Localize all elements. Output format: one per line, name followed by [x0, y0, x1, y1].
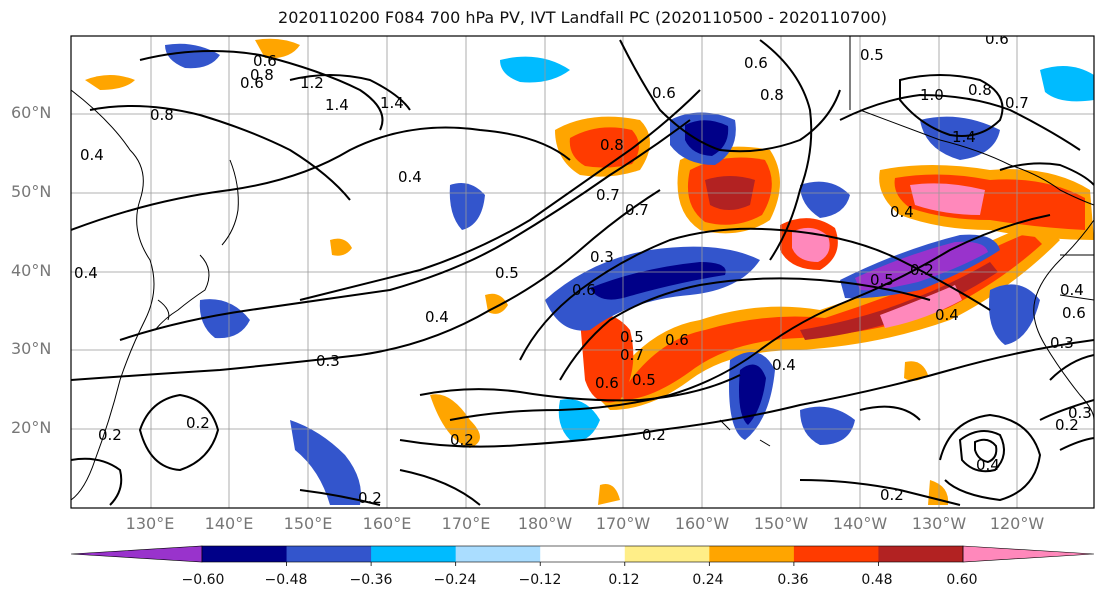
contour-label: 0.5 [620, 328, 644, 346]
contour-label: 0.8 [760, 86, 784, 104]
contour-label: 0.4 [80, 146, 104, 164]
contour-label: 1.4 [380, 94, 404, 112]
colorbar-tick-label: 0.60 [946, 572, 978, 588]
lon-label: 160°W [674, 514, 730, 533]
lon-label: 140°W [832, 514, 888, 533]
map-title: 2020110200 F084 700 hPa PV, IVT Landfall… [278, 8, 887, 27]
colorbar-tick-label: 0.12 [608, 572, 640, 588]
lon-label: 130°E [125, 514, 175, 533]
contour-label: 0.4 [74, 264, 98, 282]
lon-label: 120°W [989, 514, 1045, 533]
colorbar-segment [371, 546, 457, 562]
colorbar-segment [540, 546, 626, 562]
lon-label: 150°W [753, 514, 809, 533]
lon-label: 130°W [911, 514, 967, 533]
contour-label: 0.6 [652, 84, 676, 102]
contour-labels: 0.6 0.6 0.8 1.2 1.4 1.4 0.8 0.4 0.4 0.4 … [74, 30, 1092, 507]
contour-label: 0.8 [968, 81, 992, 99]
lat-label: 60°N [11, 103, 52, 122]
contour-label: 0.6 [985, 30, 1009, 48]
contour-label: 0.6 [572, 281, 596, 299]
colorbar-tick-label: 0.36 [777, 572, 809, 588]
contour-label: 0.2 [358, 489, 382, 507]
contour-label: 0.5 [495, 264, 519, 282]
contour-label: 0.4 [1060, 281, 1084, 299]
contour-label: 0.7 [596, 186, 620, 204]
contour-label: 0.8 [600, 136, 624, 154]
lon-label: 160°E [362, 514, 412, 533]
contour-label: 0.4 [398, 168, 422, 186]
contour-label: 1.0 [920, 86, 944, 104]
contour-label: 0.7 [620, 346, 644, 364]
contour-label: 0.4 [772, 356, 796, 374]
colorbar-tick-label: −0.60 [181, 572, 225, 588]
contour-label: 0.5 [860, 46, 884, 64]
colorbar-tick-label: −0.48 [264, 572, 308, 588]
colorbar-segment [709, 546, 795, 562]
contour-label: 0.7 [625, 201, 649, 219]
contour-label: 0.4 [976, 456, 1000, 474]
lon-label: 150°E [283, 514, 333, 533]
colorbar-tick-label: −0.12 [518, 572, 562, 588]
contour-label: 0.3 [590, 248, 614, 266]
lon-label: 140°E [204, 514, 254, 533]
contour-label: 1.2 [300, 74, 324, 92]
contour-label: 0.2 [910, 261, 934, 279]
graticule [71, 36, 1094, 508]
contour-label: 0.2 [450, 431, 474, 449]
lon-label: 170°E [441, 514, 491, 533]
lat-label: 40°N [11, 261, 52, 280]
contour-label: 0.4 [890, 203, 914, 221]
colorbar-segment [624, 546, 710, 562]
colorbar [70, 545, 1095, 566]
contour-label: 0.2 [1055, 416, 1079, 434]
pv-contours [71, 39, 1094, 506]
contour-label: 0.3 [316, 352, 340, 370]
colorbar-segment [455, 546, 541, 562]
contour-label: 0.2 [880, 486, 904, 504]
contour-label: 0.6 [1062, 304, 1086, 322]
contour-label: 0.8 [250, 66, 274, 84]
contour-label: 0.5 [632, 371, 656, 389]
coastlines [71, 36, 1094, 501]
lon-label: 170°W [595, 514, 651, 533]
colorbar-segment [878, 546, 964, 562]
colorbar-outline [201, 545, 964, 563]
contour-label: 0.6 [595, 374, 619, 392]
colorbar-extend-low [70, 545, 203, 563]
contour-label: 1.4 [952, 128, 976, 146]
colorbar-segment [286, 546, 372, 562]
contour-label: 0.6 [253, 52, 277, 70]
colorbar-segment [793, 546, 879, 562]
map-frame [70, 35, 1095, 509]
pv-shading [85, 38, 1094, 505]
contour-label: 0.2 [98, 426, 122, 444]
lon-label: 180°W [517, 514, 573, 533]
contour-label: 0.6 [240, 74, 264, 92]
contour-label: 0.5 [870, 271, 894, 289]
colorbar-tick-label: 0.24 [692, 572, 724, 588]
colorbar-extend-high [962, 545, 1095, 563]
contour-label: 0.6 [665, 331, 689, 349]
contour-label: 1.4 [325, 96, 349, 114]
contour-label: 0.3 [1068, 404, 1092, 422]
lat-label: 30°N [11, 339, 52, 358]
contour-label: 0.2 [642, 426, 666, 444]
contour-label: 0.4 [935, 306, 959, 324]
contour-label: 0.2 [186, 414, 210, 432]
contour-label: 0.8 [150, 106, 174, 124]
colorbar-tick-label: −0.24 [433, 572, 477, 588]
lat-label: 50°N [11, 182, 52, 201]
colorbar-segment [202, 546, 288, 562]
colorbar-tick-label: −0.36 [349, 572, 393, 588]
lat-label: 20°N [11, 418, 52, 437]
contour-label: 0.4 [425, 308, 449, 326]
contour-label: 0.7 [1005, 94, 1029, 112]
colorbar-tick-label: 0.48 [861, 572, 893, 588]
contour-label: 0.6 [744, 54, 768, 72]
contour-label: 0.3 [1050, 334, 1074, 352]
